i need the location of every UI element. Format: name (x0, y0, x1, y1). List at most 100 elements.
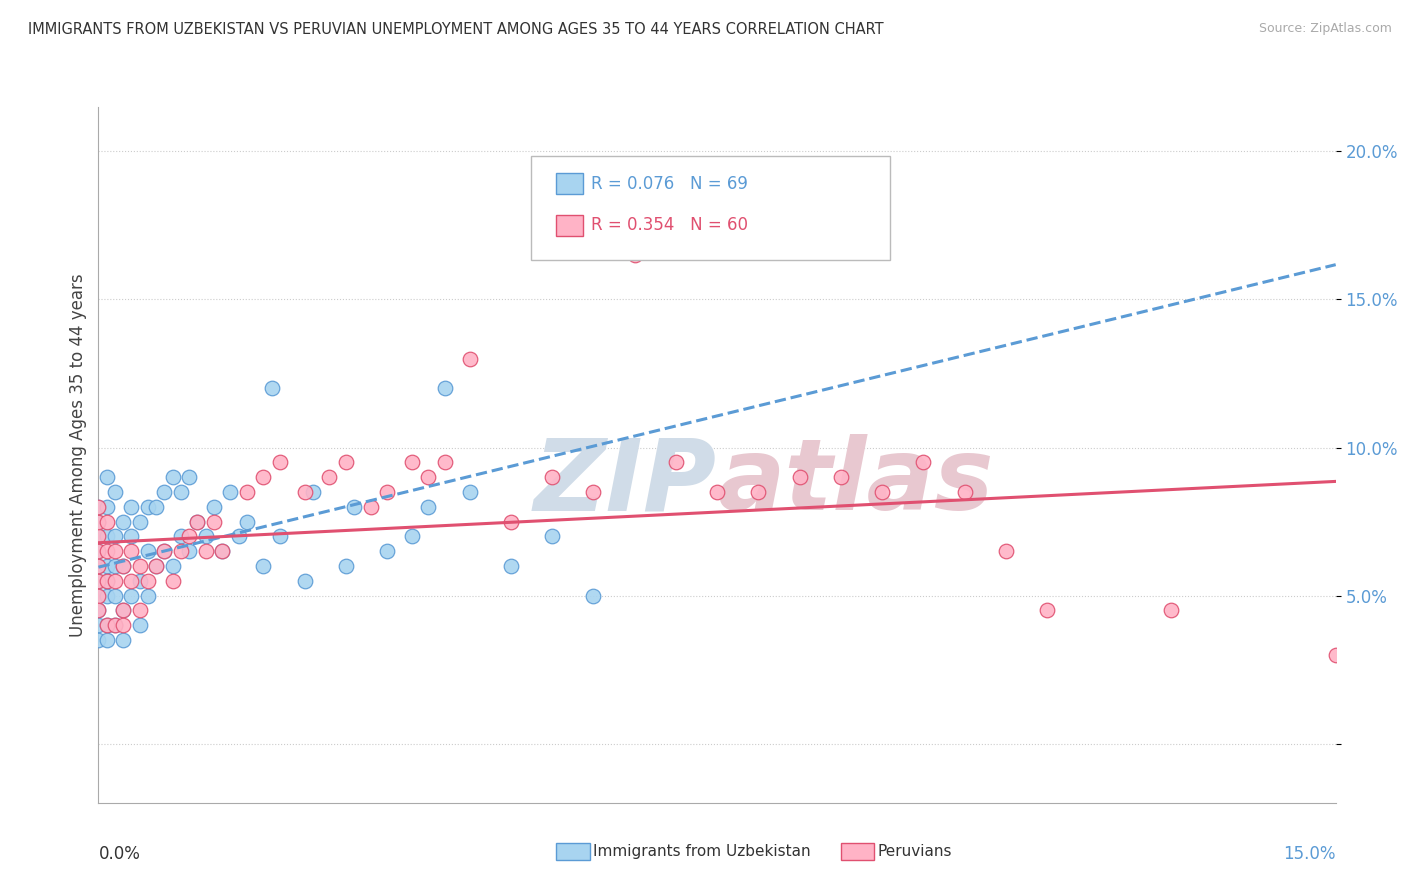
Point (112, 603, 135, 617)
Point (830, 189, 852, 203)
Text: Peruvians: Peruvians (877, 844, 952, 859)
Point (499, 515, 522, 529)
Point (104, 544, 127, 558)
Point (1324, 648, 1347, 662)
Point (145, 558, 167, 573)
Point (112, 558, 135, 573)
Text: 0.0%: 0.0% (98, 845, 141, 863)
Point (96, 574, 118, 588)
FancyBboxPatch shape (557, 843, 589, 860)
Point (458, 351, 481, 366)
Point (1036, 603, 1059, 617)
Point (112, 632, 135, 647)
Point (162, 574, 184, 588)
Point (870, 484, 893, 499)
Point (219, 484, 242, 499)
Point (418, 500, 440, 514)
Point (623, 248, 645, 262)
Point (87, 574, 110, 588)
Point (104, 589, 127, 603)
Point (87, 574, 110, 588)
Point (170, 529, 193, 543)
Point (252, 558, 274, 573)
Point (120, 529, 142, 543)
Point (128, 558, 150, 573)
Point (912, 455, 935, 469)
Point (104, 618, 127, 632)
Point (302, 484, 325, 499)
Point (145, 558, 167, 573)
Point (375, 544, 398, 558)
Point (582, 589, 605, 603)
Point (186, 515, 208, 529)
Point (194, 544, 217, 558)
Point (541, 470, 564, 484)
Point (96, 618, 118, 632)
Point (87, 589, 110, 603)
Point (706, 484, 728, 499)
Point (418, 470, 440, 484)
Point (136, 500, 159, 514)
Point (194, 529, 217, 543)
Point (87, 603, 110, 617)
Point (269, 529, 291, 543)
Point (236, 484, 259, 499)
Point (96, 558, 118, 573)
Point (87, 529, 110, 543)
Point (104, 529, 127, 543)
Point (260, 381, 283, 395)
Text: IMMIGRANTS FROM UZBEKISTAN VS PERUVIAN UNEMPLOYMENT AMONG AGES 35 TO 44 YEARS CO: IMMIGRANTS FROM UZBEKISTAN VS PERUVIAN U… (28, 22, 884, 37)
Point (136, 544, 159, 558)
Text: Immigrants from Uzbekistan: Immigrants from Uzbekistan (593, 844, 811, 859)
Point (665, 455, 688, 469)
Point (112, 603, 135, 617)
Point (252, 470, 274, 484)
Point (162, 470, 184, 484)
Point (294, 484, 316, 499)
Point (87, 529, 110, 543)
Point (87, 558, 110, 573)
Point (211, 544, 233, 558)
Point (136, 589, 159, 603)
Point (211, 544, 233, 558)
Text: 15.0%: 15.0% (1284, 845, 1336, 863)
Point (104, 558, 127, 573)
Point (96, 529, 118, 543)
Point (87, 544, 110, 558)
Text: R = 0.076   N = 69: R = 0.076 N = 69 (591, 175, 748, 193)
Point (104, 484, 127, 499)
Point (87, 544, 110, 558)
Point (830, 470, 852, 484)
Point (120, 574, 142, 588)
Text: R = 0.354   N = 60: R = 0.354 N = 60 (591, 217, 748, 235)
Point (1160, 603, 1182, 617)
Point (170, 484, 193, 499)
Point (128, 618, 150, 632)
Point (202, 515, 225, 529)
Point (335, 455, 357, 469)
Point (104, 618, 127, 632)
Point (96, 500, 118, 514)
Point (120, 544, 142, 558)
Point (294, 574, 316, 588)
Point (112, 515, 135, 529)
Point (179, 470, 201, 484)
Point (128, 515, 150, 529)
Point (953, 484, 976, 499)
FancyBboxPatch shape (557, 215, 583, 235)
Point (96, 574, 118, 588)
Point (87, 558, 110, 573)
Point (87, 500, 110, 514)
Point (153, 484, 176, 499)
Text: atlas: atlas (717, 434, 994, 532)
Point (128, 574, 150, 588)
Point (179, 529, 201, 543)
Point (96, 544, 118, 558)
Point (343, 500, 366, 514)
Point (582, 484, 605, 499)
Point (202, 500, 225, 514)
Point (128, 603, 150, 617)
Point (375, 484, 398, 499)
Point (401, 455, 423, 469)
Point (236, 515, 259, 529)
